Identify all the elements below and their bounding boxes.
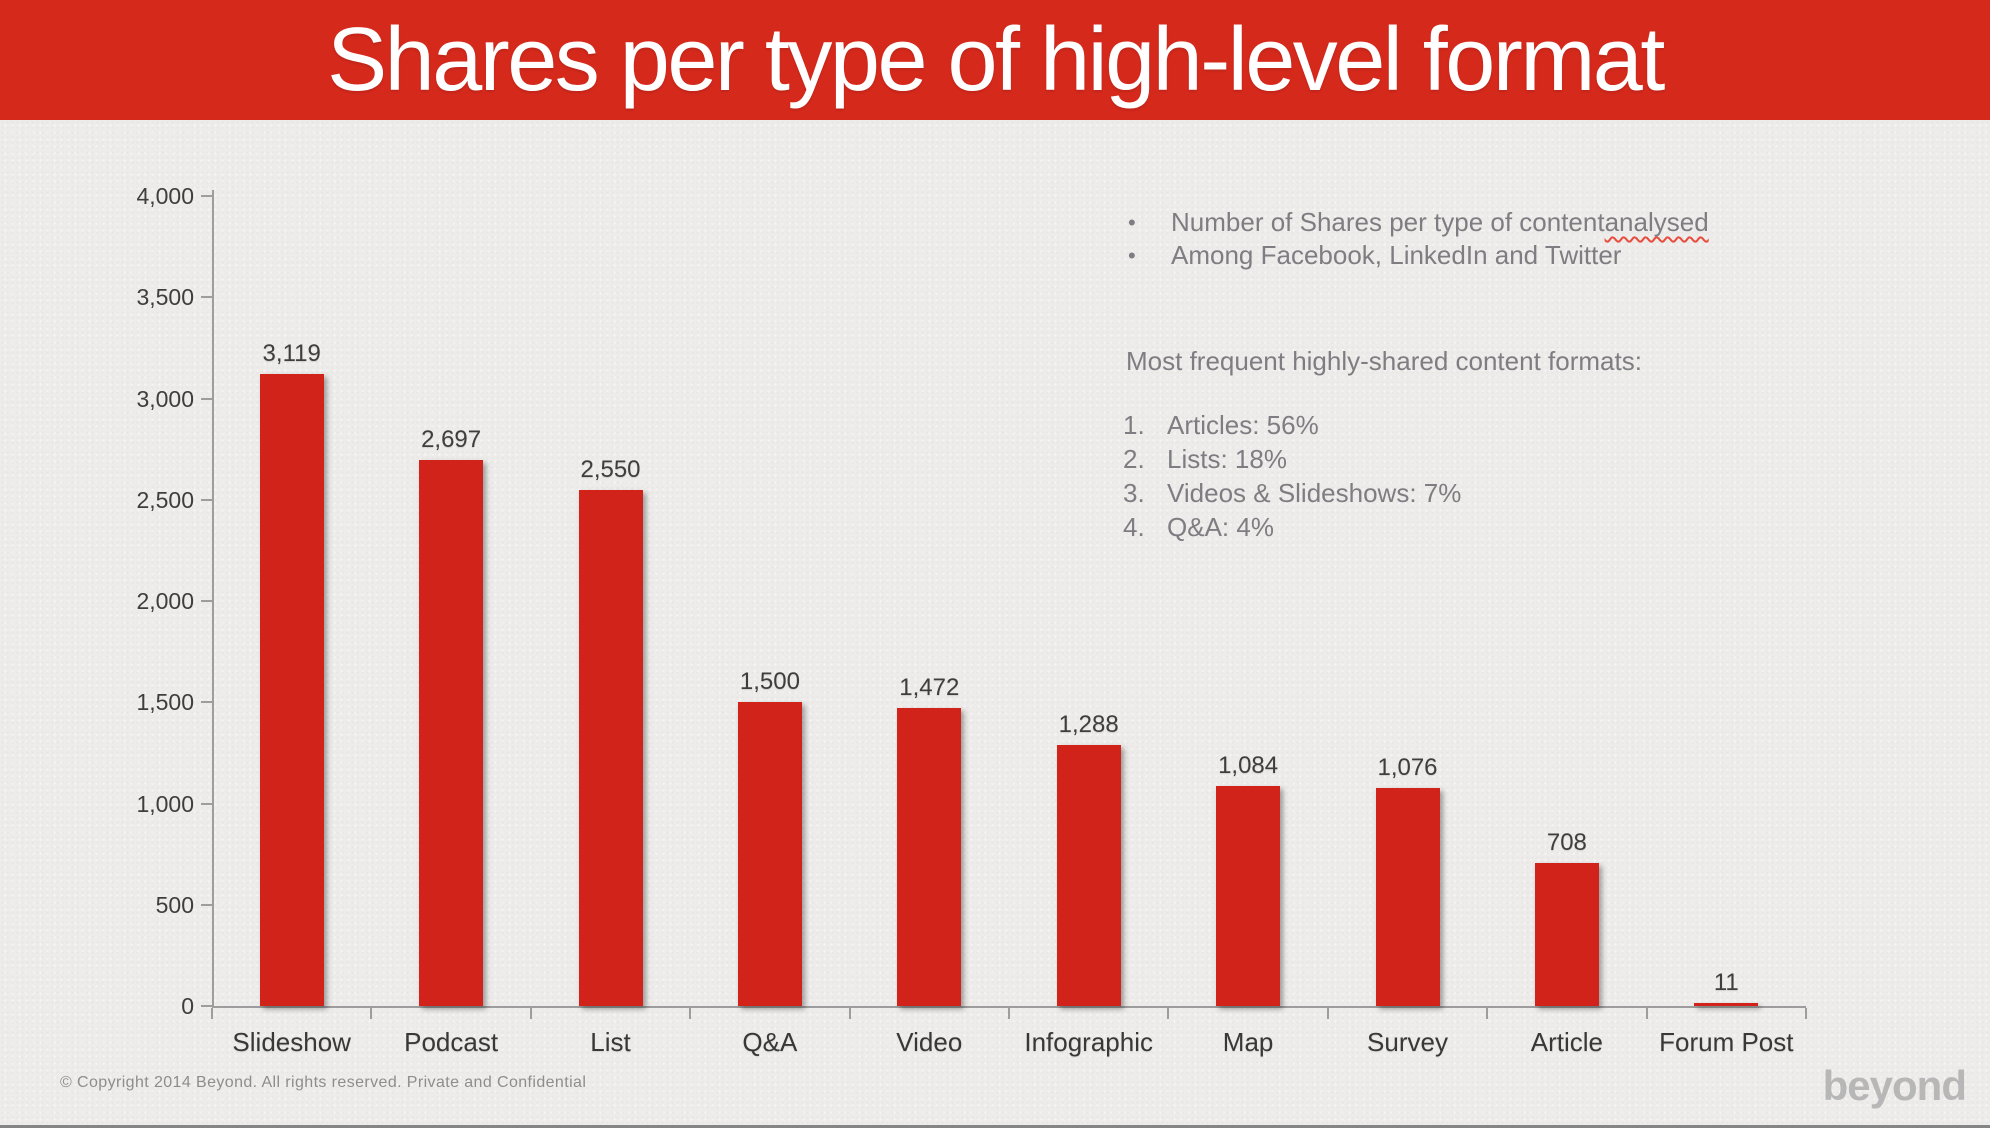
y-axis-tick-label: 3,000 bbox=[136, 385, 194, 412]
bullet-text: Among Facebook, LinkedIn and Twitter bbox=[1171, 240, 1622, 270]
bar-slideshow bbox=[259, 374, 324, 1006]
x-axis-line bbox=[212, 1006, 1806, 1008]
notes-bullet-list: • Number of Shares per type of content an… bbox=[1124, 206, 1844, 272]
bar-value-forum-post: 11 bbox=[1713, 969, 1739, 996]
bar-survey bbox=[1375, 788, 1440, 1006]
y-axis-tick-label: 1,000 bbox=[136, 790, 194, 817]
x-axis-label-video: Video bbox=[896, 1027, 963, 1057]
ranked-item: 4. Q&A: 4% bbox=[1123, 510, 1843, 544]
page-title: Shares per type of high-level format bbox=[327, 10, 1665, 110]
y-axis-tick-label: 1,500 bbox=[136, 689, 194, 716]
y-axis-tick bbox=[201, 1005, 212, 1007]
bullet-item: • Among Facebook, LinkedIn and Twitter bbox=[1124, 239, 1844, 272]
x-axis-tick bbox=[370, 1008, 373, 1019]
x-axis-tick bbox=[529, 1008, 532, 1019]
y-axis-tick bbox=[201, 600, 212, 602]
x-axis-label-article: Article bbox=[1530, 1027, 1604, 1057]
ranked-format-list: 1. Articles: 56% 2. Lists: 18% 3. Videos & Sl… bbox=[1123, 408, 1843, 544]
bar-q-a bbox=[737, 702, 802, 1006]
x-axis-tick bbox=[1167, 1008, 1170, 1019]
bar-value-article: 708 bbox=[1546, 829, 1587, 856]
x-axis-label-podcast: Podcast bbox=[404, 1027, 499, 1057]
y-axis-tick-label: 2,000 bbox=[136, 588, 194, 614]
x-axis-label-list: List bbox=[590, 1027, 631, 1057]
ranked-item: 1. Articles: 56% bbox=[1123, 408, 1843, 442]
ranked-item-number: 2. bbox=[1123, 444, 1145, 474]
y-axis-tick bbox=[201, 802, 212, 805]
slide-bottom-edge bbox=[0, 1125, 1990, 1128]
bar-value-infographic: 1,288 bbox=[1058, 711, 1119, 738]
y-axis-tick bbox=[201, 195, 212, 197]
x-axis-label-slideshow: Slideshow bbox=[232, 1027, 351, 1057]
bar-forum-post bbox=[1694, 1003, 1759, 1006]
bullet-item: • Number of Shares per type of content an… bbox=[1124, 206, 1844, 239]
x-axis-label-forum-post: Forum Post bbox=[1659, 1027, 1794, 1057]
bullet-marker-icon: • bbox=[1128, 243, 1136, 268]
x-axis-tick bbox=[1326, 1008, 1329, 1019]
spellcheck-underlined-word: analysed bbox=[1604, 207, 1709, 237]
y-axis-tick-label: 4,000 bbox=[136, 183, 194, 209]
bullet-text: Number of Shares per type of content bbox=[1171, 207, 1605, 237]
bullet-marker-icon: • bbox=[1128, 210, 1136, 235]
x-axis-tick bbox=[1486, 1008, 1489, 1019]
x-axis-label-map: Map bbox=[1222, 1027, 1274, 1057]
y-axis-tick-label: 0 bbox=[181, 993, 194, 1019]
ranked-item-number: 1. bbox=[1123, 410, 1145, 440]
ranked-item-text: Q&A: 4% bbox=[1167, 512, 1274, 542]
bar-map bbox=[1216, 786, 1281, 1006]
x-axis-tick bbox=[689, 1008, 692, 1019]
x-axis-tick bbox=[1805, 1008, 1807, 1019]
ranked-item-text: Videos & Slideshows: 7% bbox=[1167, 478, 1462, 508]
y-axis-tick bbox=[201, 903, 212, 906]
x-axis-label-infographic: Infographic bbox=[1024, 1027, 1154, 1057]
bar-article bbox=[1534, 863, 1599, 1006]
y-axis-tick-label: 500 bbox=[155, 891, 194, 918]
x-axis-tick bbox=[1645, 1008, 1648, 1019]
x-axis-label-survey: Survey bbox=[1367, 1027, 1448, 1057]
ranked-item-number: 4. bbox=[1123, 512, 1145, 542]
y-axis-tick-label: 3,500 bbox=[136, 284, 194, 311]
bar-value-video: 1,472 bbox=[899, 674, 960, 701]
bar-value-survey: 1,076 bbox=[1377, 754, 1438, 781]
ranked-item-text: Lists: 18% bbox=[1167, 444, 1287, 474]
ranked-item-number: 3. bbox=[1123, 478, 1145, 508]
copyright-text: © Copyright 2014 Beyond. All rights rese… bbox=[60, 1074, 587, 1091]
x-axis-tick bbox=[1008, 1008, 1010, 1019]
title-banner: Shares per type of high-level format bbox=[0, 0, 1990, 120]
x-axis-tick bbox=[211, 1008, 213, 1019]
y-axis-tick-label: 2,500 bbox=[136, 486, 194, 513]
bar-value-slideshow: 3,119 bbox=[262, 340, 321, 367]
ranked-item-text: Articles: 56% bbox=[1167, 410, 1319, 440]
y-axis-tick bbox=[201, 397, 212, 400]
bar-video bbox=[897, 708, 962, 1006]
bar-value-list: 2,550 bbox=[580, 456, 641, 483]
ranked-item: 2. Lists: 18% bbox=[1123, 442, 1843, 476]
bar-value-q-a: 1,500 bbox=[739, 668, 800, 695]
bar-infographic bbox=[1056, 745, 1121, 1006]
y-axis-tick bbox=[201, 296, 212, 299]
bar-list bbox=[578, 490, 643, 1006]
x-axis-tick bbox=[848, 1008, 851, 1019]
beyond-logo: beyond bbox=[1822, 1062, 1967, 1109]
bar-value-podcast: 2,697 bbox=[421, 426, 482, 453]
y-axis-tick bbox=[201, 701, 212, 704]
x-axis-label-q-a: Q&A bbox=[742, 1027, 798, 1057]
notes-heading: Most frequent highly-shared content form… bbox=[1126, 346, 1642, 376]
y-axis-line bbox=[212, 190, 214, 1008]
bar-value-map: 1,084 bbox=[1218, 752, 1279, 779]
ranked-item: 3. Videos & Slideshows: 7% bbox=[1123, 476, 1843, 510]
y-axis-tick bbox=[201, 498, 212, 501]
bar-podcast bbox=[419, 460, 484, 1006]
